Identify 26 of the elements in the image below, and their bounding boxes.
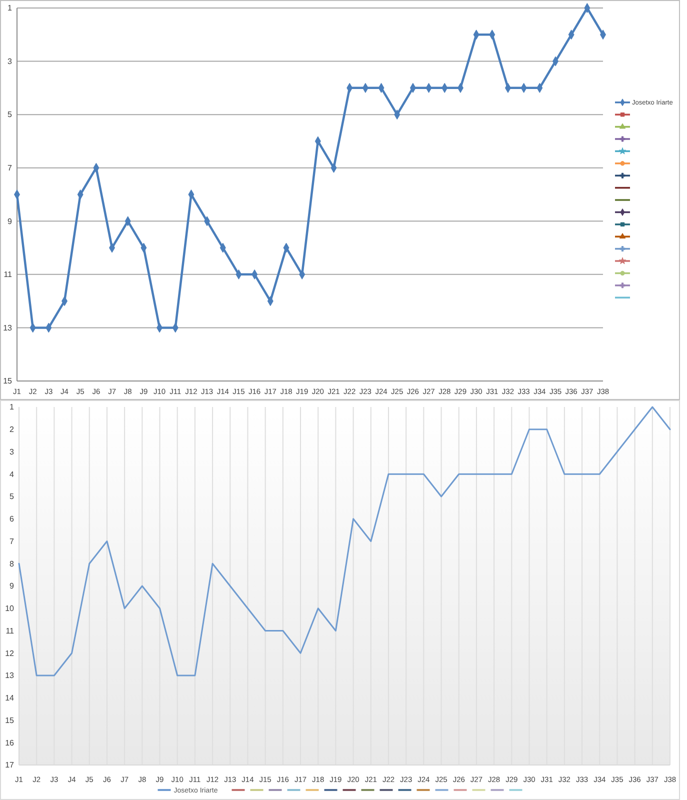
y-tick-label: 12 (5, 648, 15, 658)
y-tick-label: 1 (8, 4, 13, 13)
y-tick-label: 2 (10, 425, 15, 434)
line-series (18, 406, 671, 676)
y-tick-label: 11 (6, 626, 15, 636)
y-tick-label: 10 (5, 604, 15, 614)
y-tick-label: 14 (5, 694, 15, 703)
y-tick-label: 5 (8, 110, 13, 120)
y-tick-label: 13 (5, 671, 15, 680)
y-tick-label: 4 (10, 470, 15, 479)
y-tick-label: 9 (10, 582, 15, 591)
y-tick-label: 9 (8, 216, 13, 226)
y-tick-label: 3 (10, 447, 15, 456)
y-tick-label: 7 (10, 536, 15, 546)
y-tick-label: 17 (5, 760, 15, 770)
y-tick-label: 6 (10, 514, 15, 524)
y-tick-label: 16 (5, 738, 15, 748)
y-tick-label: 7 (8, 163, 13, 172)
y-tick-label: 11 (4, 270, 13, 280)
y-tick-label: 13 (3, 323, 13, 332)
y-tick-label: 15 (3, 376, 13, 386)
y-tick-label: 8 (10, 559, 15, 568)
y-tick-label: 15 (5, 716, 15, 725)
y-tick-label: 3 (8, 56, 13, 66)
y-tick-label: 5 (10, 492, 15, 502)
y-tick-label: 1 (10, 402, 15, 412)
